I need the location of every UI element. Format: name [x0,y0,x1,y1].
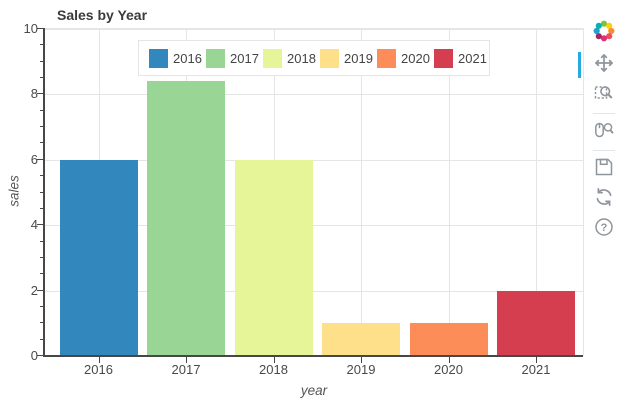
y-major-tick [37,158,43,160]
legend-item-2019: 2019 [320,48,377,68]
box-zoom-button[interactable] [576,80,631,110]
y-minor-tick [40,322,43,324]
save-button[interactable] [576,154,631,184]
pan-button[interactable] [576,50,631,80]
y-minor-tick [40,44,43,46]
reset-icon [593,186,615,213]
x-tick-label: 2020 [434,362,463,377]
y-gridline [45,29,583,30]
x-major-tick [273,357,275,363]
y-tick-label: 2 [30,282,38,298]
y-major-tick [37,289,43,291]
y-gridline [45,225,583,227]
y-minor-tick [40,338,43,340]
toolbar-divider [592,150,615,151]
x-tick-label: 2016 [84,362,113,377]
legend-swatch [206,48,225,68]
reset-button[interactable] [576,184,631,214]
bar-2019 [322,323,400,356]
legend-item-2021: 2021 [434,48,491,68]
legend-label: 2021 [458,50,487,66]
y-minor-tick [40,273,43,275]
x-axis-title: year [300,383,328,398]
y-gridline [45,290,583,292]
y-minor-tick [40,175,43,177]
y-minor-tick [40,126,43,128]
y-minor-tick [40,109,43,111]
x-gridline [448,29,450,356]
legend-item-2020: 2020 [377,48,434,68]
legend-label: 2016 [173,50,202,66]
legend-swatch [149,48,168,68]
y-tick-label: 6 [30,151,38,167]
bokeh-logo[interactable] [591,18,617,44]
toolbar: ? [576,16,631,244]
legend-swatch [377,48,396,68]
x-tick-label: 2019 [346,362,376,377]
x-tick-label: 2021 [521,362,551,377]
legend-swatch [434,48,453,68]
save-icon [593,156,615,183]
x-axis-line [43,355,583,357]
box-zoom-icon [593,82,615,109]
y-minor-tick [40,142,43,144]
x-major-tick [98,357,100,363]
wheel-zoom-icon [593,119,615,146]
legend-item-2017: 2017 [206,48,263,68]
y-minor-tick [40,256,43,258]
y-major-tick [37,224,43,226]
y-tick-label: 10 [23,21,38,36]
y-tick-label: 4 [30,217,38,233]
y-tick-label: 0 [30,348,38,363]
y-major-tick [37,93,43,95]
y-axis-title: sales [6,175,22,207]
bar-2016 [59,159,138,356]
y-minor-tick [40,305,43,307]
legend-label: 2018 [287,50,316,66]
x-tick-label: 2017 [171,362,201,377]
x-gridline [536,29,537,356]
legend-label: 2019 [344,50,373,66]
x-gridline [361,29,362,356]
x-major-tick [361,357,362,363]
y-minor-tick [40,60,43,62]
legend-label: 2020 [401,50,430,66]
y-major-tick [37,28,43,29]
active-tool-indicator [578,52,581,78]
legend-label: 2017 [230,50,259,66]
x-major-tick [536,357,537,363]
y-minor-tick [40,240,43,242]
wheel-zoom-button[interactable] [576,117,631,147]
y-major-tick [37,355,43,356]
y-gridline [45,159,583,161]
x-major-tick [186,357,187,363]
y-minor-tick [40,191,43,193]
y-gridline [45,94,583,96]
chart-title: Sales by Year [57,7,148,23]
pan-icon [593,52,615,79]
bar-2021 [497,290,575,356]
y-minor-tick [40,207,43,209]
legend: 2016 2017 2018 2019 2020 2021 [138,40,490,76]
y-minor-tick [40,77,43,79]
legend-item-2018: 2018 [263,48,320,68]
x-major-tick [448,357,450,363]
bar-2020 [409,323,488,356]
y-axis-line [43,28,45,357]
help-button[interactable]: ? [576,214,631,244]
bar-2017 [147,81,225,356]
toolbar-divider [592,113,615,114]
svg-text:?: ? [600,222,607,234]
legend-swatch [263,48,282,68]
legend-item-2016: 2016 [149,48,206,68]
y-tick-label: 8 [30,86,38,102]
plot-area[interactable] [45,28,584,356]
help-icon: ? [593,216,615,243]
x-tick-label: 2018 [259,362,288,377]
bar-2018 [234,159,313,356]
legend-swatch [320,48,339,68]
